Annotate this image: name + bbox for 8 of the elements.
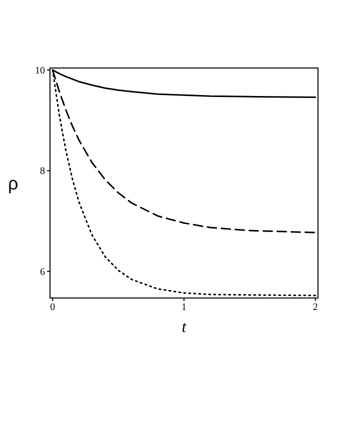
x-tick-label: 1 <box>182 302 186 314</box>
y-tick-label: 8 <box>40 166 45 178</box>
x-tick-label: 0 <box>50 302 56 314</box>
y-axis-title: ρ <box>8 173 18 194</box>
x-tick-label: 2 <box>312 302 318 314</box>
x-axis-title: t <box>182 319 187 336</box>
y-tick-label: 6 <box>40 266 45 278</box>
y-tick-label: 10 <box>35 66 45 77</box>
